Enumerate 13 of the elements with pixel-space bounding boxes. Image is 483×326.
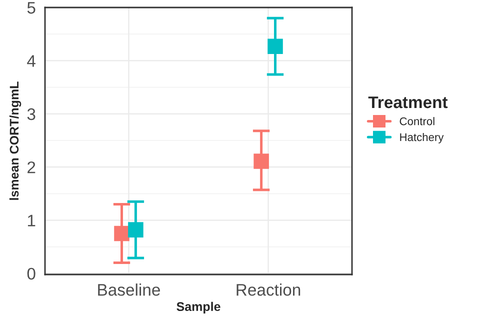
y-tick-label: 1: [28, 214, 36, 226]
y-tick-label: 2: [28, 161, 36, 174]
x-tick-label: Reaction: [236, 284, 300, 296]
legend-label: Control: [400, 117, 434, 126]
y-tick-label: 4: [27, 55, 36, 67]
legend-label: Hatchery: [400, 132, 444, 144]
x-axis-title: Sample: [176, 302, 220, 314]
y-tick-label: 5: [27, 2, 36, 14]
legend-title: Treatment: [368, 96, 448, 108]
y-tick-label: 3: [27, 108, 36, 120]
y-axis-title: lsmean CORT/ngmL: [9, 82, 22, 200]
x-tick-label: Baseline: [98, 284, 160, 296]
y-tick-label: 0: [27, 268, 36, 280]
